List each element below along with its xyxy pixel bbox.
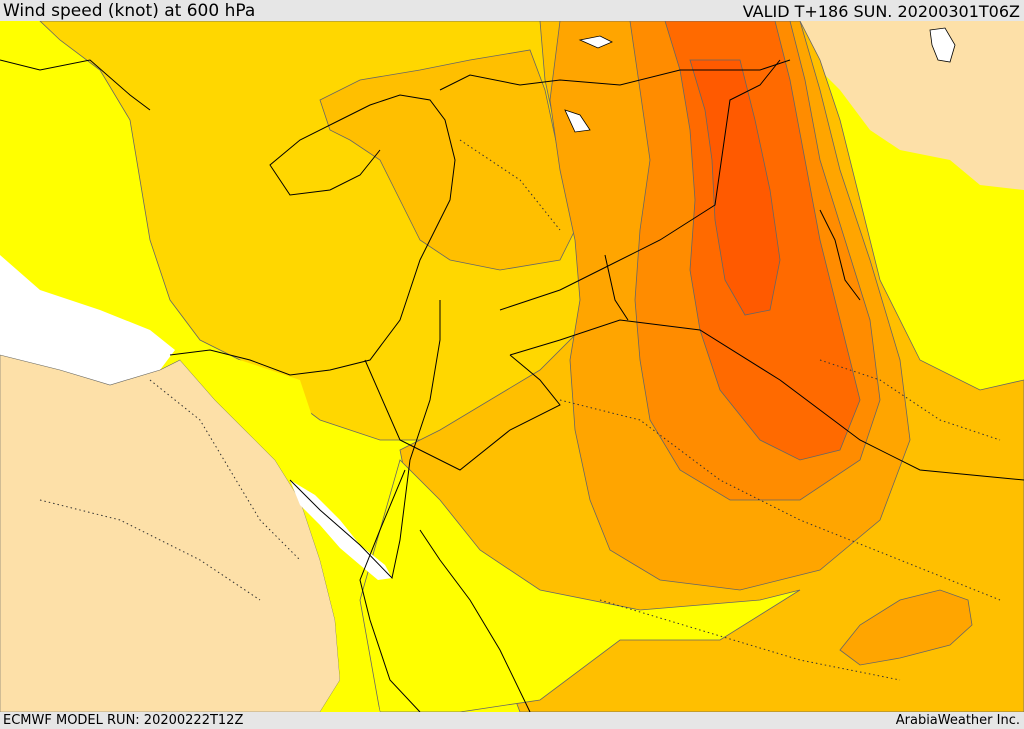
admin-borders	[39, 139, 1001, 681]
band-3-north-lobe	[319, 49, 576, 271]
land-area-northeast	[790, 21, 1024, 190]
band-1-tongue	[359, 459, 801, 712]
masked-area-west	[0, 255, 175, 385]
band-7-core	[689, 59, 781, 316]
footer-bar: ECMWF MODEL RUN: 20200222T12Z ArabiaWeat…	[0, 712, 1024, 729]
credit-label: ArabiaWeather Inc.	[895, 713, 1020, 728]
valid-time: VALID T+186 SUN. 20200301T06Z	[742, 2, 1020, 21]
lakes	[564, 27, 956, 133]
map-title: Wind speed (knot) at 600 hPa	[3, 1, 256, 21]
wind-speed-map	[0, 21, 1024, 712]
model-run-label: ECMWF MODEL RUN: 20200222T12Z	[3, 713, 244, 728]
coastlines	[0, 59, 1024, 712]
band-4-southeast-blob	[839, 589, 973, 666]
header-bar: Wind speed (knot) at 600 hPa VALID T+186…	[0, 0, 1024, 21]
